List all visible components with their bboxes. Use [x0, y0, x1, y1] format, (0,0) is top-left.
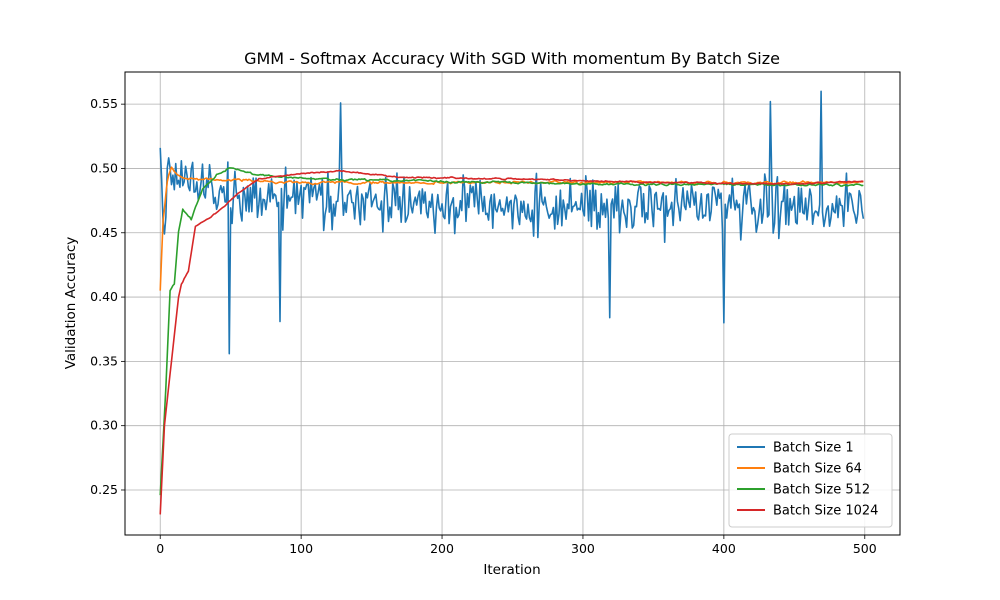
- legend-label: Batch Size 1024: [773, 504, 878, 519]
- chart-title: GMM - Softmax Accuracy With SGD With mom…: [244, 49, 780, 68]
- y-tick-label: 0.45: [90, 225, 118, 240]
- legend-label: Batch Size 512: [773, 483, 870, 498]
- y-tick-label: 0.50: [90, 160, 118, 175]
- y-tick-label: 0.30: [90, 418, 118, 433]
- plot-frame: [124, 71, 901, 536]
- ticks: 0 100 200 300 400 500 0.25 0.30 0.35 0.40 0.45 0.50…: [90, 96, 877, 556]
- legend: Batch Size 1 Batch Size 64 Batch Size 512 B…: [728, 433, 893, 528]
- x-tick-label: 400: [712, 541, 736, 556]
- x-tick-label: 300: [571, 541, 595, 556]
- y-tick-label: 0.35: [90, 353, 118, 368]
- series-line: [159, 169, 864, 515]
- x-tick-label: 200: [430, 541, 454, 556]
- y-tick-label: 0.40: [90, 289, 118, 304]
- x-axis-label: Iteration: [483, 562, 540, 578]
- x-tick-label: 100: [289, 541, 313, 556]
- legend-label: Batch Size 64: [773, 462, 862, 477]
- series-line: [159, 90, 865, 355]
- series-layer: [159, 90, 865, 515]
- y-tick-label: 0.25: [90, 482, 118, 497]
- x-tick-label: 500: [853, 541, 877, 556]
- x-tick-label: 0: [156, 541, 164, 556]
- y-axis-label: Validation Accuracy: [63, 237, 79, 370]
- legend-label: Batch Size 1: [773, 441, 854, 456]
- y-tick-label: 0.55: [90, 96, 118, 111]
- legend-box: [728, 433, 893, 528]
